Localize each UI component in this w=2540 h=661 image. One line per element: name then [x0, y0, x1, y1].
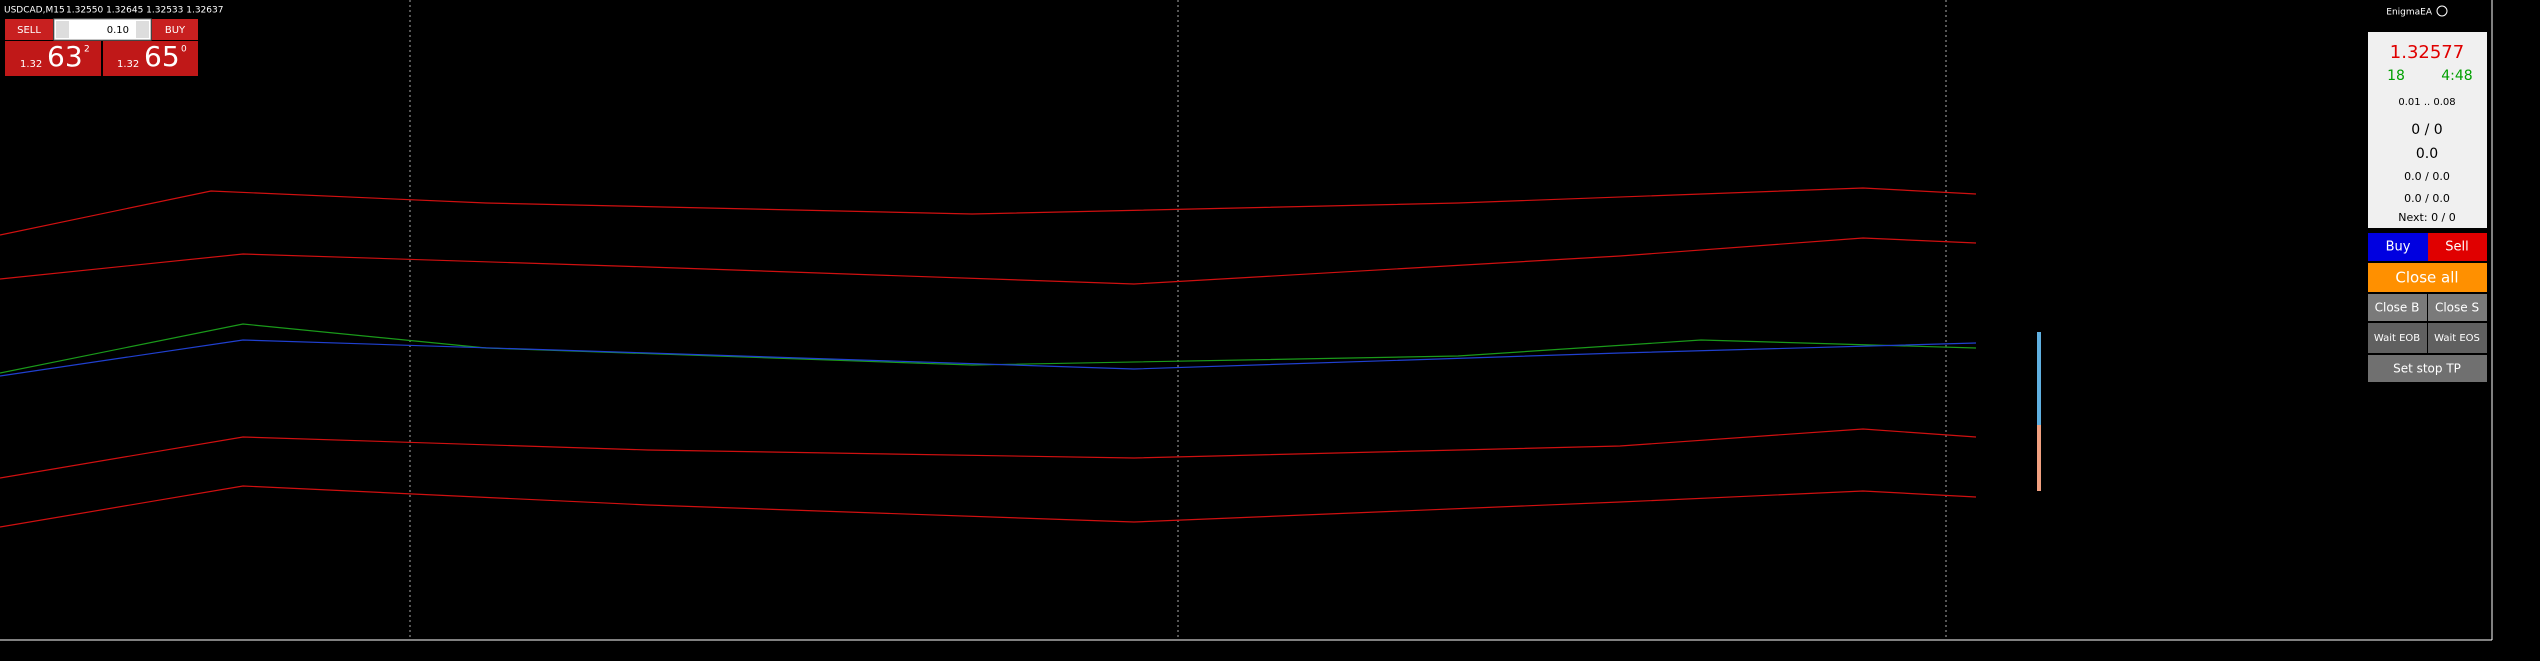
- indicators: [0, 187, 1977, 528]
- ea-sell-label: Sell: [2445, 240, 2468, 255]
- ea-close-all-label: Close all: [2395, 269, 2458, 287]
- ema-line: [0, 323, 1977, 374]
- envelope-line: [0, 237, 1977, 285]
- ea-timer: 4:48: [2441, 68, 2472, 84]
- ea-row: 0 / 0: [2411, 122, 2442, 138]
- bid-big: 63: [47, 40, 83, 73]
- ea-wait-eob-button[interactable]: [2368, 323, 2427, 353]
- ea-name: EnigmaEA: [2386, 8, 2433, 18]
- ea-row: 0.0 / 0.0: [2404, 192, 2450, 205]
- ea-close-s-button[interactable]: [2428, 294, 2487, 321]
- ea-buy-label: Buy: [2386, 240, 2411, 255]
- ea-count: 18: [2387, 68, 2405, 84]
- lot-input[interactable]: [53, 18, 152, 41]
- ask-sup: 0: [181, 45, 187, 55]
- ea-panel: [2368, 32, 2487, 228]
- ea-icon: [2436, 5, 2448, 17]
- lot-up[interactable]: [136, 21, 149, 38]
- ea-sell-button[interactable]: [2428, 233, 2487, 261]
- ea-set-stop-label: Set stop TP: [2393, 362, 2461, 376]
- ea-close-all-button[interactable]: [2368, 263, 2487, 292]
- sell-label: SELL: [17, 25, 41, 36]
- envelope-line: [0, 485, 1977, 528]
- ea-row: 0.0: [2416, 146, 2438, 162]
- ask-box[interactable]: [103, 41, 198, 76]
- buy-label: BUY: [165, 25, 186, 36]
- ea-buy-button[interactable]: [2368, 233, 2428, 261]
- bid-sup: 2: [84, 45, 90, 55]
- lot-value: 0.10: [107, 25, 129, 36]
- bid-prefix: 1.32: [20, 59, 42, 70]
- ea-set-stop-button[interactable]: [2368, 355, 2487, 382]
- sl-bar: [2037, 425, 2041, 491]
- symbol: USDCAD,M15: [4, 6, 65, 16]
- quote: 1.32550 1.32645 1.32533 1.32637: [66, 6, 223, 16]
- ask-prefix: 1.32: [117, 59, 139, 70]
- ea-row: 0.0 / 0.0: [2404, 170, 2450, 183]
- ea-close-b-label: Close B: [2375, 301, 2420, 315]
- ea-lot-range: 0.01 .. 0.08: [2398, 97, 2455, 108]
- ask-big: 65: [144, 40, 180, 73]
- ea-wait-eos-button[interactable]: [2428, 323, 2487, 353]
- buy-button[interactable]: [152, 19, 198, 40]
- ea-wait-eob-label: Wait EOB: [2374, 333, 2420, 344]
- bid-box[interactable]: [5, 41, 101, 76]
- ema-line: [0, 339, 1977, 377]
- envelope-line: [0, 428, 1977, 479]
- ea-wait-eos-label: Wait EOS: [2434, 333, 2480, 344]
- lot-down[interactable]: [56, 21, 69, 38]
- envelope-line: [0, 187, 1977, 236]
- ea-row: Next: 0 / 0: [2398, 211, 2456, 224]
- ea-price: 1.32577: [2390, 42, 2464, 63]
- ea-close-s-label: Close S: [2435, 301, 2479, 315]
- sell-button[interactable]: [5, 19, 53, 40]
- ea-close-b-button[interactable]: [2368, 294, 2427, 321]
- tp-bar: [2037, 332, 2041, 425]
